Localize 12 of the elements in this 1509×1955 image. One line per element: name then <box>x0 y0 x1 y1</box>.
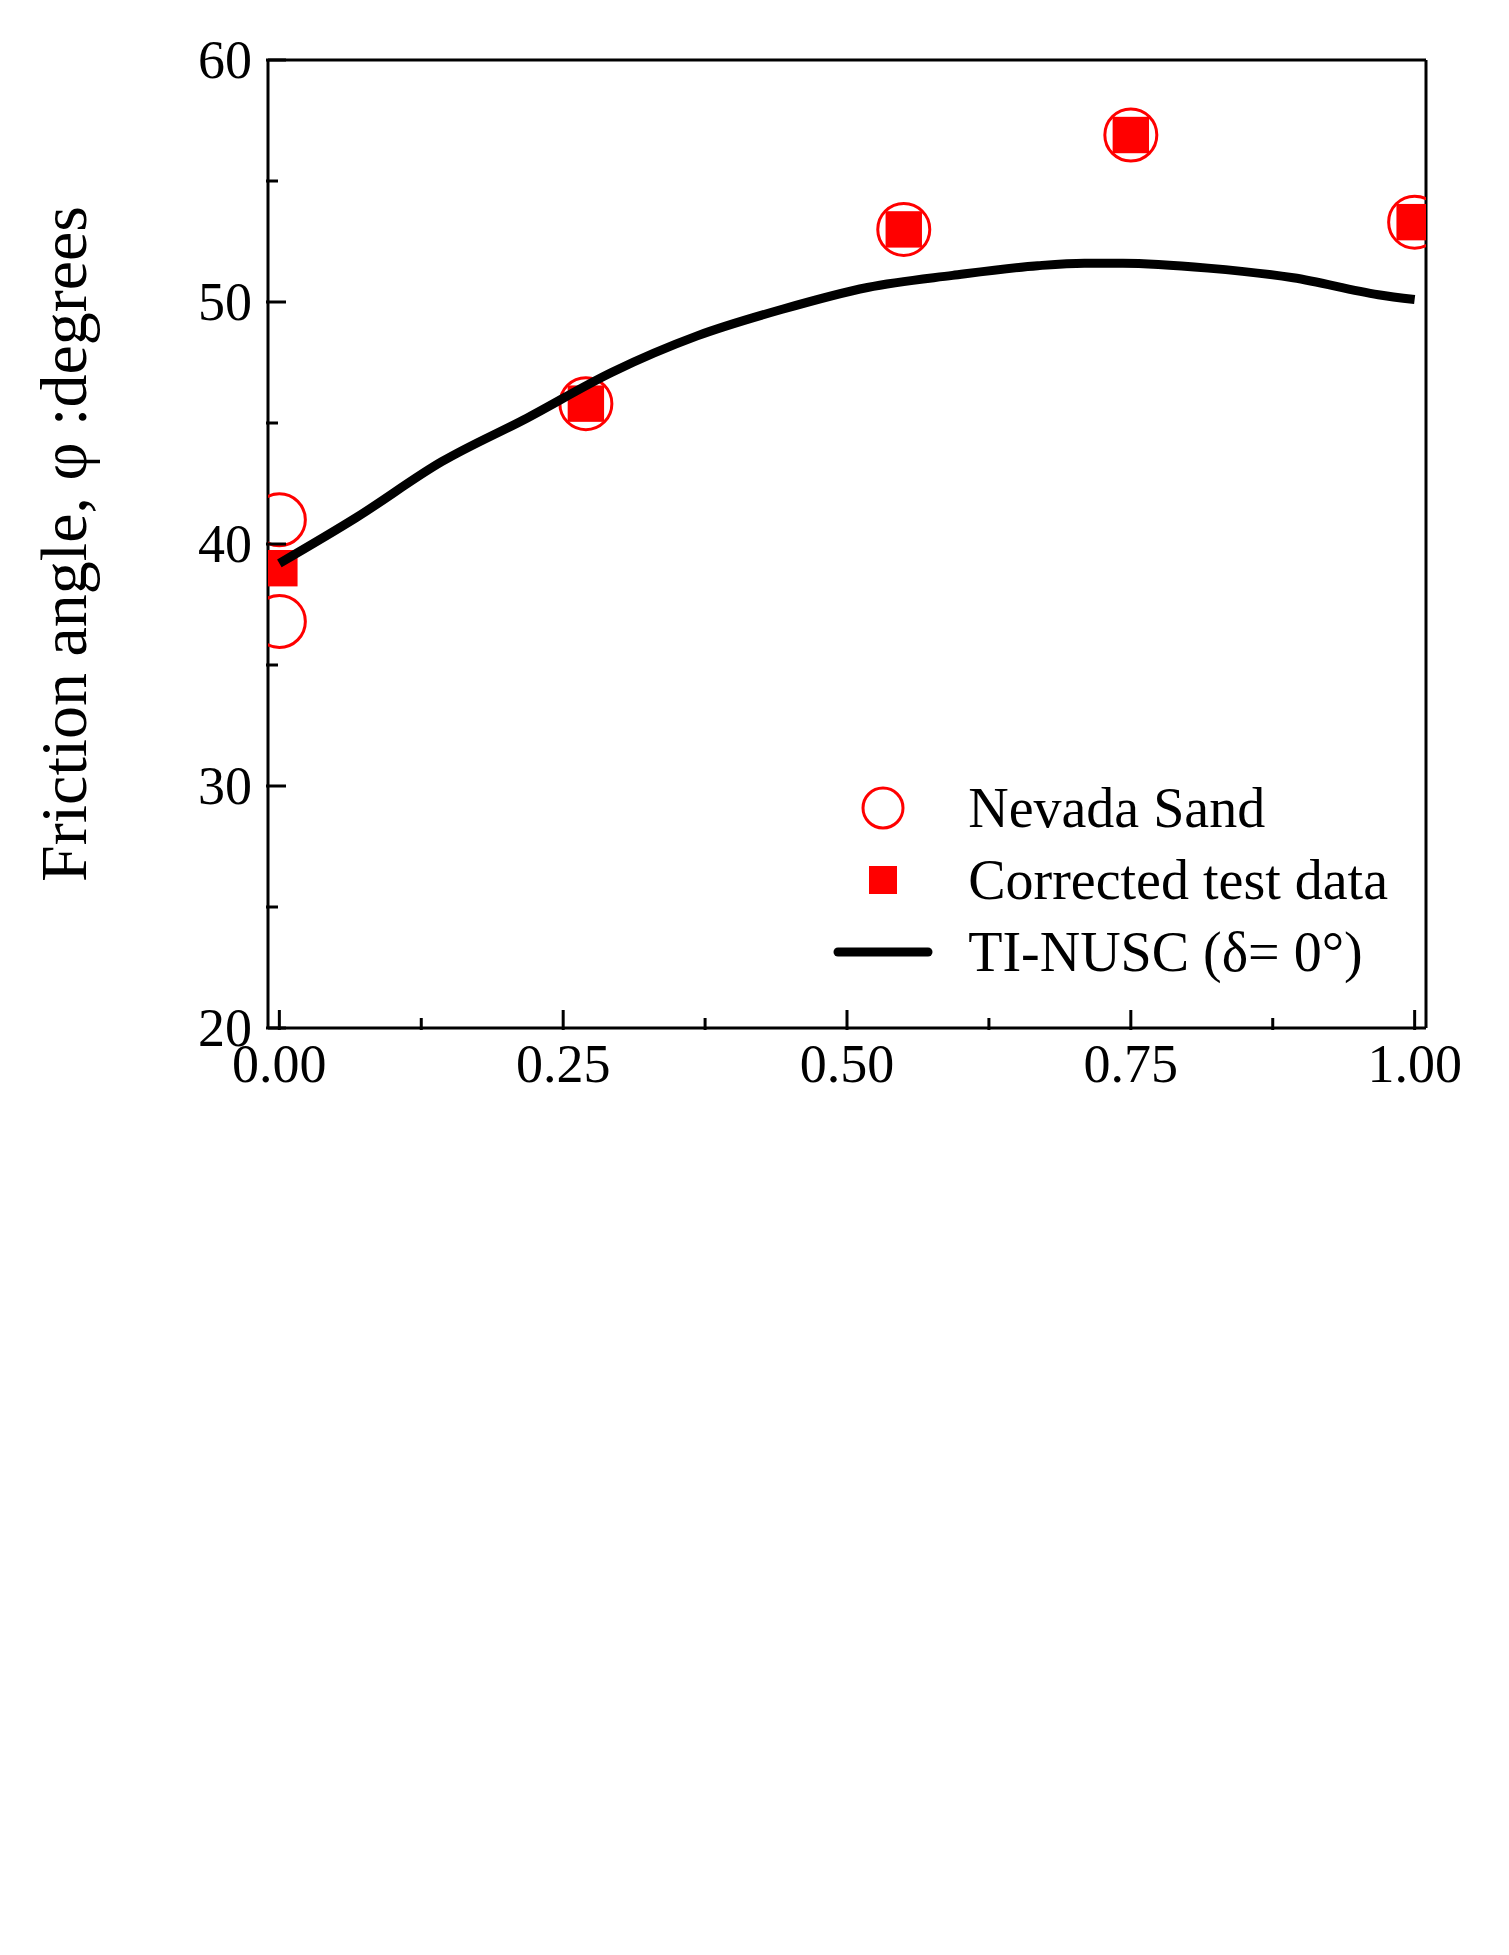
x-tick-label: 1.00 <box>1367 1034 1462 1094</box>
x-tick-label: 0.50 <box>799 1034 895 1094</box>
legend-label: Corrected test data <box>968 848 1388 913</box>
y-axis-title: Friction angle, φ :degrees <box>27 206 101 882</box>
x-tick-label: 0.75 <box>1083 1034 1179 1094</box>
y-tick-label: 60 <box>198 30 252 90</box>
y-tick-label: 40 <box>198 514 252 574</box>
legend-label: TI-NUSC (δ= 0°) <box>968 920 1363 985</box>
y-tick-label: 30 <box>198 756 252 816</box>
legend-label: Nevada Sand <box>968 776 1266 841</box>
x-tick-label: 0.25 <box>515 1034 611 1094</box>
y-tick-label: 50 <box>198 272 252 332</box>
